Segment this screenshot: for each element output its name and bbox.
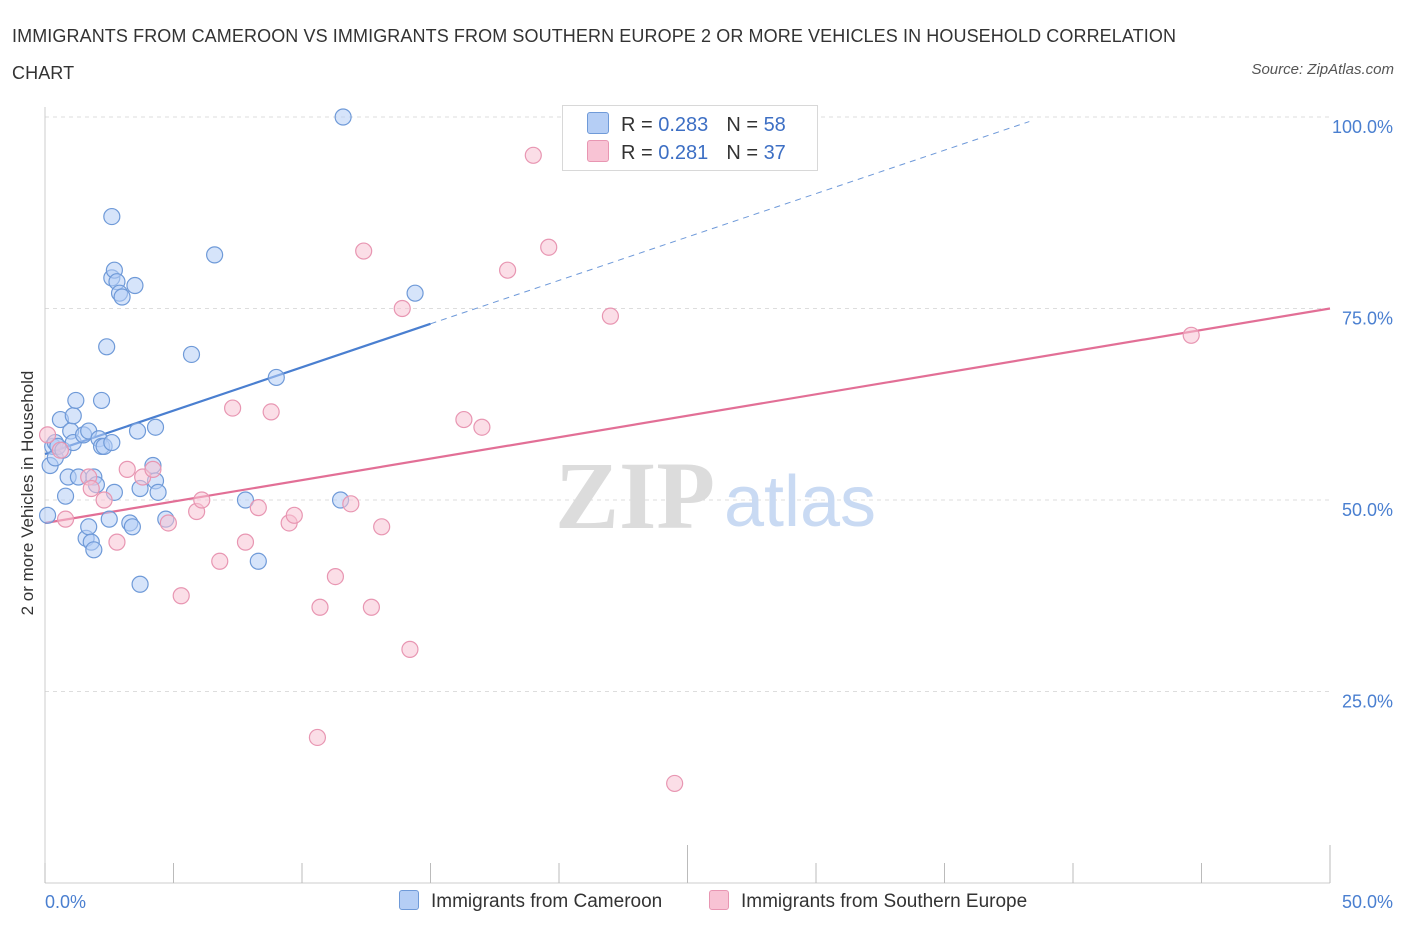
watermark-zip: ZIP xyxy=(555,442,715,549)
point-southern-europe-2 xyxy=(56,510,75,528)
point-cameroon-42 xyxy=(131,575,149,593)
point-southern-europe-21 xyxy=(308,728,327,747)
point-southern-europe-34 xyxy=(540,238,558,256)
point-southern-europe-0 xyxy=(38,426,57,444)
point-southern-europe-20 xyxy=(285,506,303,524)
point-southern-europe-7 xyxy=(118,460,136,478)
point-southern-europe-15 xyxy=(224,399,242,417)
point-southern-europe-4 xyxy=(82,479,100,498)
r-value-cameroon: 0.283 xyxy=(658,114,709,136)
y-tick-label-100: 100.0% xyxy=(1332,117,1393,137)
x-tick-label-min: 0.0% xyxy=(45,892,86,912)
point-southern-europe-13 xyxy=(193,491,211,509)
point-cameroon-38 xyxy=(123,518,141,536)
point-southern-europe-29 xyxy=(401,640,419,658)
point-cameroon-46 xyxy=(149,483,167,501)
point-cameroon-24 xyxy=(92,391,111,410)
r-value-southern-europe: 0.281 xyxy=(658,142,709,164)
point-southern-europe-1 xyxy=(51,441,70,459)
point-southern-europe-36 xyxy=(666,774,684,793)
point-southern-europe-17 xyxy=(249,499,267,517)
point-southern-europe-32 xyxy=(499,261,517,279)
point-cameroon-30 xyxy=(103,433,121,452)
point-southern-europe-11 xyxy=(172,587,190,605)
legend-swatch-cameroon xyxy=(587,112,609,134)
point-southern-europe-27 xyxy=(373,518,391,536)
n-value-cameroon: 58 xyxy=(763,114,786,136)
point-cameroon-12 xyxy=(64,407,82,425)
legend-item-cameroon[interactable]: Immigrants from Cameroon xyxy=(399,890,662,913)
point-cameroon-55 xyxy=(406,284,424,302)
trend-line-southern-europe xyxy=(44,307,1331,525)
axes xyxy=(44,107,1331,884)
point-southern-europe-9 xyxy=(144,460,162,478)
point-southern-europe-16 xyxy=(236,533,255,551)
legend-swatch-southern-europe-bottom xyxy=(709,890,729,910)
point-cameroon-0 xyxy=(38,506,57,524)
point-southern-europe-31 xyxy=(473,418,491,436)
point-cameroon-8 xyxy=(56,487,75,505)
point-cameroon-33 xyxy=(103,207,121,226)
point-southern-europe-18 xyxy=(262,403,280,421)
point-cameroon-39 xyxy=(126,276,144,295)
point-southern-europe-24 xyxy=(342,495,360,513)
watermark-atlas: atlas xyxy=(724,462,876,542)
point-southern-europe-5 xyxy=(95,491,113,509)
stats-row-cameroon: R = 0.283 N = 58 xyxy=(587,112,786,136)
y-tick-label-50: 50.0% xyxy=(1342,500,1393,520)
point-southern-europe-37 xyxy=(1182,326,1200,344)
x-tick-label-max: 50.0% xyxy=(1342,892,1393,912)
point-southern-europe-22 xyxy=(311,598,329,616)
data-points xyxy=(38,108,1200,793)
tick-labels: 25.0% 50.0% 75.0% 100.0% 0.0% 50.0% xyxy=(45,117,1393,912)
legend-swatch-cameroon-bottom xyxy=(399,890,419,910)
legend-label-cameroon: Immigrants from Cameroon xyxy=(431,891,663,912)
point-cameroon-36 xyxy=(113,288,131,306)
point-southern-europe-28 xyxy=(393,299,411,318)
source-label: Source: ZipAtlas.com xyxy=(1251,61,1394,78)
y-tick-label-75: 75.0% xyxy=(1342,309,1393,329)
stats-legend: R = 0.283 N = 58 R = 0.281 N = 37 xyxy=(562,105,818,171)
point-cameroon-17 xyxy=(80,518,98,536)
point-cameroon-48 xyxy=(182,345,201,364)
point-southern-europe-14 xyxy=(211,552,229,570)
legend-swatch-southern-europe xyxy=(587,140,609,162)
point-southern-europe-35 xyxy=(601,307,620,325)
point-southern-europe-26 xyxy=(362,598,380,616)
point-cameroon-40 xyxy=(128,422,147,440)
point-cameroon-28 xyxy=(100,510,118,528)
point-cameroon-51 xyxy=(249,552,267,570)
trend-line-cameroon xyxy=(44,322,431,456)
legend-label-southern-europe: Immigrants from Southern Europe xyxy=(741,891,1028,912)
stats-row-southern-europe: R = 0.281 N = 37 xyxy=(587,140,786,164)
point-cameroon-13 xyxy=(67,391,85,410)
point-cameroon-27 xyxy=(98,338,116,356)
point-cameroon-52 xyxy=(267,368,285,387)
point-cameroon-54 xyxy=(334,108,352,126)
y-tick-label-25: 25.0% xyxy=(1342,692,1393,712)
point-southern-europe-30 xyxy=(455,410,473,429)
point-southern-europe-23 xyxy=(326,567,345,586)
point-cameroon-49 xyxy=(206,246,224,264)
point-southern-europe-10 xyxy=(159,514,177,532)
point-southern-europe-6 xyxy=(108,533,126,551)
trend-lines xyxy=(44,121,1331,525)
point-southern-europe-25 xyxy=(355,242,373,260)
point-cameroon-50 xyxy=(236,491,255,509)
chart-title: IMMIGRANTS FROM CAMEROON VS IMMIGRANTS F… xyxy=(12,26,1177,83)
point-cameroon-20 xyxy=(85,541,103,559)
point-southern-europe-33 xyxy=(524,146,542,164)
legend-item-southern-europe[interactable]: Immigrants from Southern Europe xyxy=(709,890,1027,913)
point-cameroon-44 xyxy=(146,418,165,436)
n-value-southern-europe: 37 xyxy=(763,142,786,164)
